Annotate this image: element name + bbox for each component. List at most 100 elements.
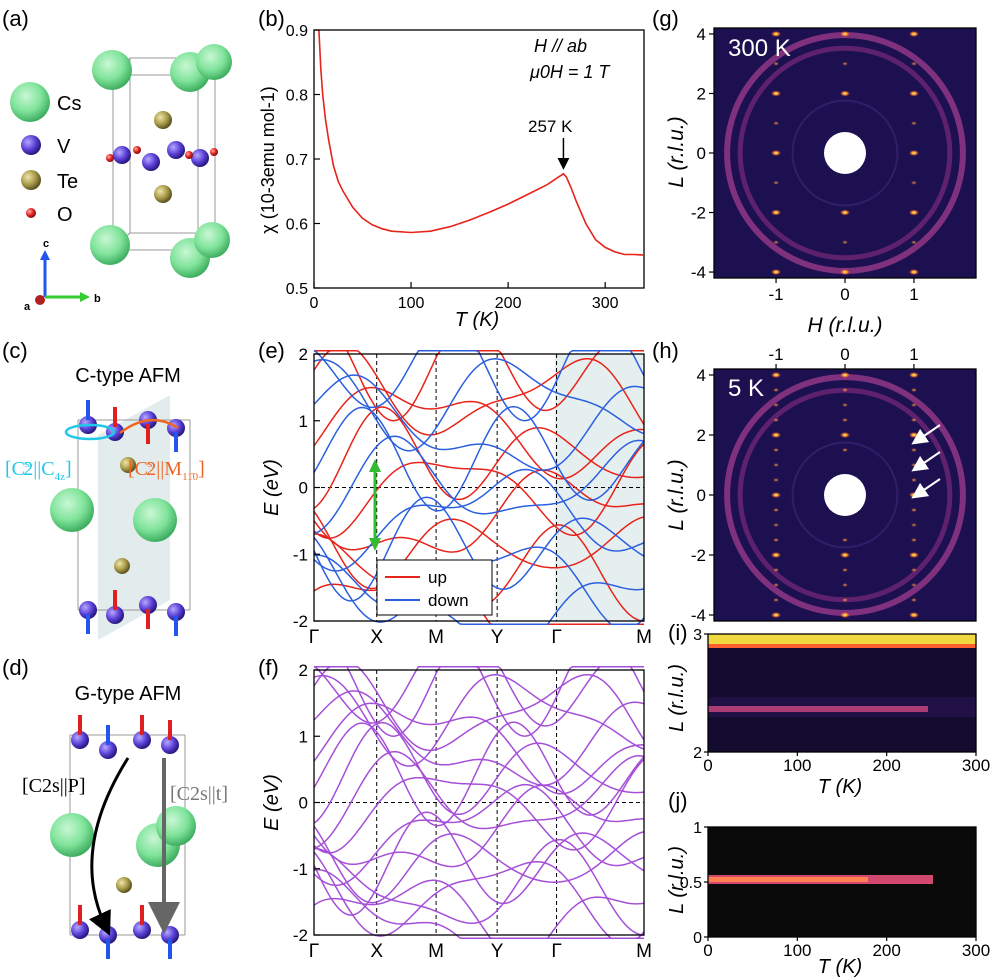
- bright-band-top: [708, 634, 976, 646]
- panel-label-e: (e): [258, 338, 285, 363]
- x-tick-label: 0: [310, 295, 319, 312]
- cs-atom: [90, 225, 130, 265]
- bragg-peak: [771, 90, 782, 97]
- magnetic-peak: [910, 538, 917, 542]
- magnetic-peak: [773, 598, 780, 602]
- bragg-peak: [910, 583, 917, 587]
- band-line: [313, 510, 645, 590]
- band-line: [314, 349, 644, 422]
- band-line: [313, 443, 645, 539]
- d-label-right: [C2s||t]: [170, 783, 228, 805]
- v-atom: [167, 141, 185, 159]
- y-tick-label: 0: [697, 486, 706, 505]
- y-tick-label: 0.6: [286, 217, 308, 234]
- d-label-left: [C2s||P]: [22, 775, 86, 797]
- y-tick-label: 4: [697, 25, 706, 44]
- band-line: [313, 879, 644, 940]
- annotation-field2: μ0H = 1 T: [529, 62, 611, 82]
- bragg-peak: [773, 61, 780, 66]
- panel-c-structure: C-type AFM [Cs2||C4z] [Cs2||M11̄0]: [5, 365, 205, 640]
- y-tick-label: -1: [293, 860, 308, 879]
- axis-label-a: a: [24, 301, 31, 313]
- legend-te: Te: [57, 171, 78, 193]
- legend-box: [376, 559, 493, 616]
- band-line: [313, 783, 645, 887]
- bragg-peak: [773, 240, 780, 245]
- plot-frame: [313, 353, 645, 622]
- k-point-label: Γ: [551, 941, 561, 962]
- x-tick-label: 0: [703, 941, 712, 960]
- panel-f-bands: 210-1-2Γ X M Y Γ ME (eV): [261, 661, 652, 962]
- y-tick-label: 0: [697, 144, 706, 163]
- band-line: [313, 851, 645, 940]
- y-tick-label: -2: [293, 612, 308, 631]
- bragg-peak: [910, 403, 917, 407]
- y-tick-label: -4: [691, 263, 706, 282]
- magnetic-peak: [773, 568, 780, 572]
- x-tick-label: 300: [962, 756, 990, 775]
- bragg-peak: [910, 463, 917, 467]
- y-tick-label: 0: [299, 794, 308, 813]
- axis-label-b: b: [94, 293, 101, 305]
- magnetic-peak-band: [708, 706, 928, 712]
- y-tick-label: -4: [691, 606, 706, 625]
- y-tick-label: -2: [691, 546, 706, 565]
- c-type-title: C-type AFM: [75, 365, 181, 387]
- k-point-label: Γ: [551, 627, 561, 648]
- bragg-peak: [840, 372, 850, 378]
- band-line: [313, 838, 645, 937]
- bragg-peak: [908, 90, 919, 97]
- o-atom: [133, 146, 141, 154]
- bright-band-edge: [708, 644, 976, 648]
- band-line: [313, 554, 645, 626]
- magnetic-peak: [773, 418, 780, 422]
- magnetic-peak: [910, 448, 917, 452]
- y-tick-label: 2: [697, 426, 706, 445]
- band-line: [313, 758, 645, 854]
- annotation-field: H // ab: [534, 36, 587, 56]
- y-tick-label: 2: [299, 345, 308, 364]
- cs-atom: [50, 488, 94, 532]
- bragg-peak: [773, 583, 780, 587]
- legend-up: up: [428, 568, 447, 587]
- bragg-peak: [840, 30, 850, 37]
- band-line: [313, 406, 645, 509]
- panel-label-h: (h): [652, 338, 679, 363]
- k-point-label: Γ: [309, 941, 319, 962]
- band-line: [313, 405, 645, 512]
- cs-atom: [50, 813, 94, 857]
- te-atom: [114, 558, 130, 574]
- gap-arrow-head-up-icon: [369, 459, 381, 472]
- spin-layer-top-g: [71, 715, 179, 759]
- x-tick-label: 0: [840, 345, 849, 364]
- cs-legend-icon: [10, 82, 50, 122]
- band-line: [313, 784, 645, 868]
- bragg-peak: [840, 269, 850, 276]
- bragg-peak: [773, 403, 780, 407]
- powder-ring: [737, 45, 953, 261]
- x-tick-label: 0: [840, 285, 849, 304]
- bragg-peak: [908, 432, 919, 438]
- y-tick-label: 0: [299, 479, 308, 498]
- y-tick-label: 4: [697, 366, 706, 385]
- magnetic-peak: [842, 418, 848, 422]
- x-tick-label: 200: [872, 941, 900, 960]
- magnetic-peak: [910, 568, 917, 572]
- band-line: [313, 750, 645, 850]
- panel-i-map: 0 100 200 300 3 2 L (r.l.u.) T (K): [666, 627, 990, 798]
- v-atom: [142, 153, 160, 171]
- bragg-peak: [910, 523, 917, 527]
- band-line: [313, 665, 645, 737]
- panel-b-chart: 0 100 200 300 0.5 0.6 0.7 0.8 0.9 H // ab μ0H = …: [258, 23, 645, 331]
- band-line: [313, 721, 645, 824]
- bragg-peak: [840, 432, 850, 438]
- o-legend-icon: [26, 208, 36, 218]
- y-tick-label: 1: [299, 412, 308, 431]
- y-tick-label: 1: [299, 727, 308, 746]
- k-point-label: M: [636, 627, 652, 648]
- bragg-peak: [771, 432, 782, 438]
- b-axis-head-icon: [80, 292, 90, 302]
- te-atom: [154, 185, 172, 203]
- magnetic-peak: [910, 598, 917, 602]
- bragg-peak: [908, 209, 919, 216]
